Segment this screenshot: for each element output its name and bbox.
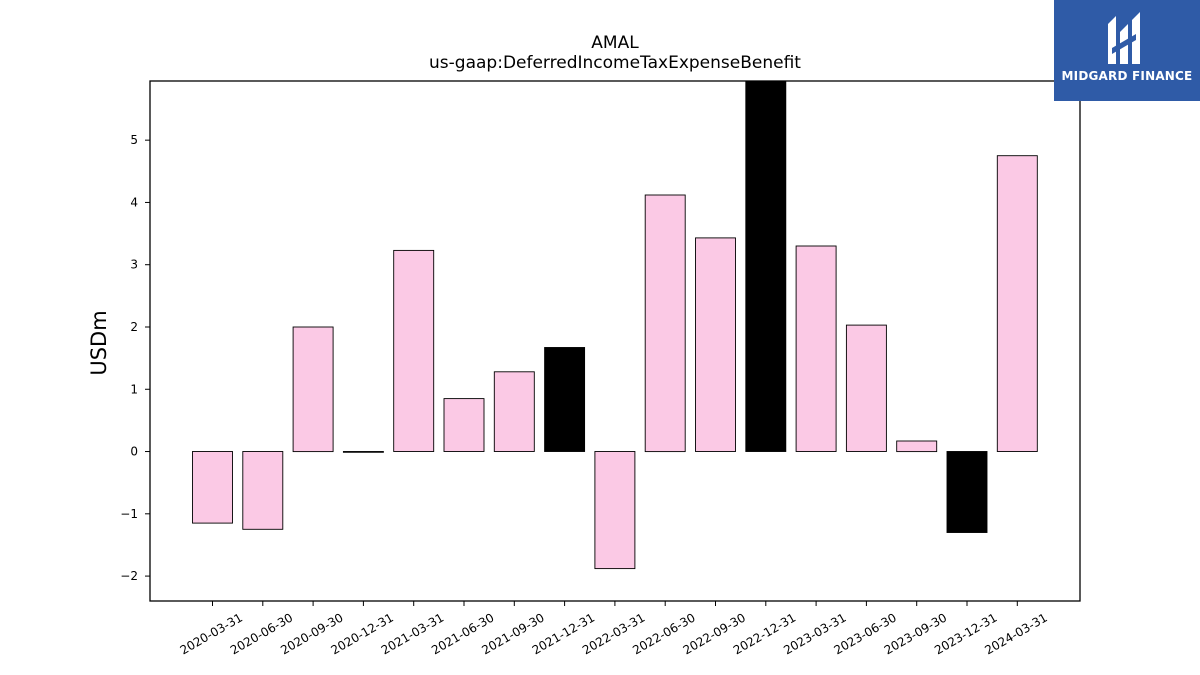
bar-2021-06-30 xyxy=(443,398,485,452)
bars-group xyxy=(192,80,1038,570)
y-tick-label: 4 xyxy=(130,195,138,209)
plot-frame xyxy=(149,80,1081,602)
chart-subtitle: us-gaap:DeferredIncomeTaxExpenseBenefit xyxy=(429,53,801,73)
y-tick-label: −2 xyxy=(120,569,138,583)
y-tick-label: −1 xyxy=(120,507,138,521)
y-tick-label: 2 xyxy=(130,320,138,334)
bar-2021-03-31 xyxy=(393,249,435,452)
y-axis-label: USDm xyxy=(87,310,111,375)
brand-logo: MIDGARD FINANCE xyxy=(1054,0,1200,101)
bar-2020-06-30 xyxy=(242,451,284,530)
bar-2024-03-31 xyxy=(996,155,1038,452)
bar-2023-06-30 xyxy=(845,324,887,452)
bar-2022-06-30 xyxy=(644,194,686,453)
bar-2020-12-31 xyxy=(342,451,384,453)
chart-title: AMAL xyxy=(591,33,639,53)
bar-2022-12-31 xyxy=(745,80,787,452)
bar-2020-03-31 xyxy=(192,451,233,524)
bar-2021-09-30 xyxy=(493,371,535,452)
bar-2023-03-31 xyxy=(795,245,837,452)
bar-2021-12-31 xyxy=(544,347,586,452)
brand-name: MIDGARD FINANCE xyxy=(1061,69,1193,83)
y-tick-label: 1 xyxy=(130,382,138,396)
bar-2022-09-30 xyxy=(695,237,736,452)
bar-2023-12-31 xyxy=(946,451,988,533)
midgard-logo-icon xyxy=(1108,12,1140,64)
y-ticks-group: −2 −1 0 1 2 3 4 5 xyxy=(120,133,150,583)
x-ticks-group: 2020-03-312020-06-302020-09-302020-12-31… xyxy=(178,601,1050,657)
y-tick-label: 5 xyxy=(130,133,138,147)
y-tick-label: 0 xyxy=(130,445,138,459)
bar-2022-03-31 xyxy=(594,451,636,570)
bar-2023-09-30 xyxy=(896,440,938,453)
y-tick-label: 3 xyxy=(130,258,138,272)
bar-2020-09-30 xyxy=(292,326,334,453)
